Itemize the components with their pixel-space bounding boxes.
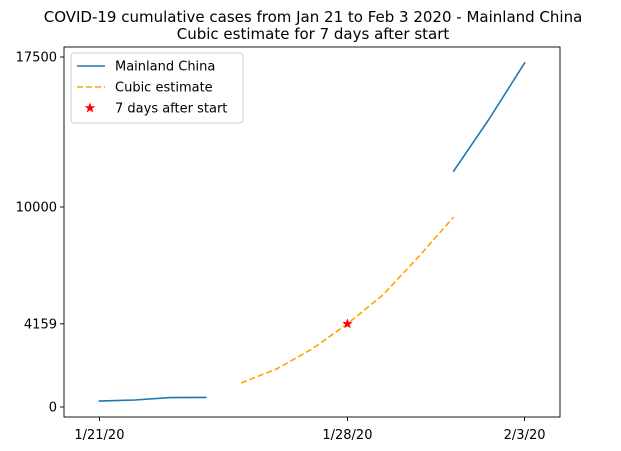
series-0	[98, 61, 526, 402]
legend-label-2: 7 days after start	[115, 102, 227, 117]
legend-label-1: Cubic estimate	[115, 81, 213, 96]
axes-frame	[63, 46, 561, 418]
chart-title: COVID-19 cumulative cases from Jan 21 to…	[44, 8, 583, 26]
series-line-mainland-china-segment-0	[98, 396, 207, 402]
axes: 0 4159 10000 17500 1/21/20 1/28/20 2/3/20	[16, 46, 561, 443]
x-tick-label-1: 1/28/20	[322, 428, 372, 443]
legend: Mainland China Cubic estimate 7 days after…	[70, 52, 244, 124]
marker-7-days-after-start-0	[342, 318, 353, 329]
y-tick-label-2: 10000	[16, 201, 57, 216]
x-tick-label-0: 1/21/20	[74, 428, 124, 443]
y-tick-label-3: 17500	[16, 51, 57, 66]
series-2	[342, 318, 353, 329]
y-tick-label-0: 0	[49, 401, 57, 416]
legend-frame	[70, 52, 244, 124]
plot-area	[98, 61, 526, 402]
series-line-mainland-china-segment-1	[452, 61, 526, 173]
x-tick-label-2: 2/3/20	[504, 428, 546, 443]
y-tick-label-1: 4159	[24, 317, 57, 332]
chart-subtitle: Cubic estimate for 7 days after start	[177, 25, 450, 43]
legend-marker-2	[84, 102, 96, 113]
legend-label-0: Mainland China	[115, 60, 215, 75]
